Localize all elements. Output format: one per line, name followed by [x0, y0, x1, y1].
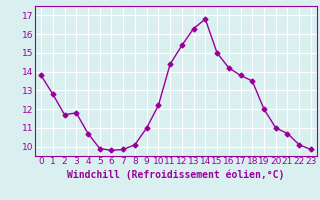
X-axis label: Windchill (Refroidissement éolien,°C): Windchill (Refroidissement éolien,°C) — [67, 169, 285, 180]
